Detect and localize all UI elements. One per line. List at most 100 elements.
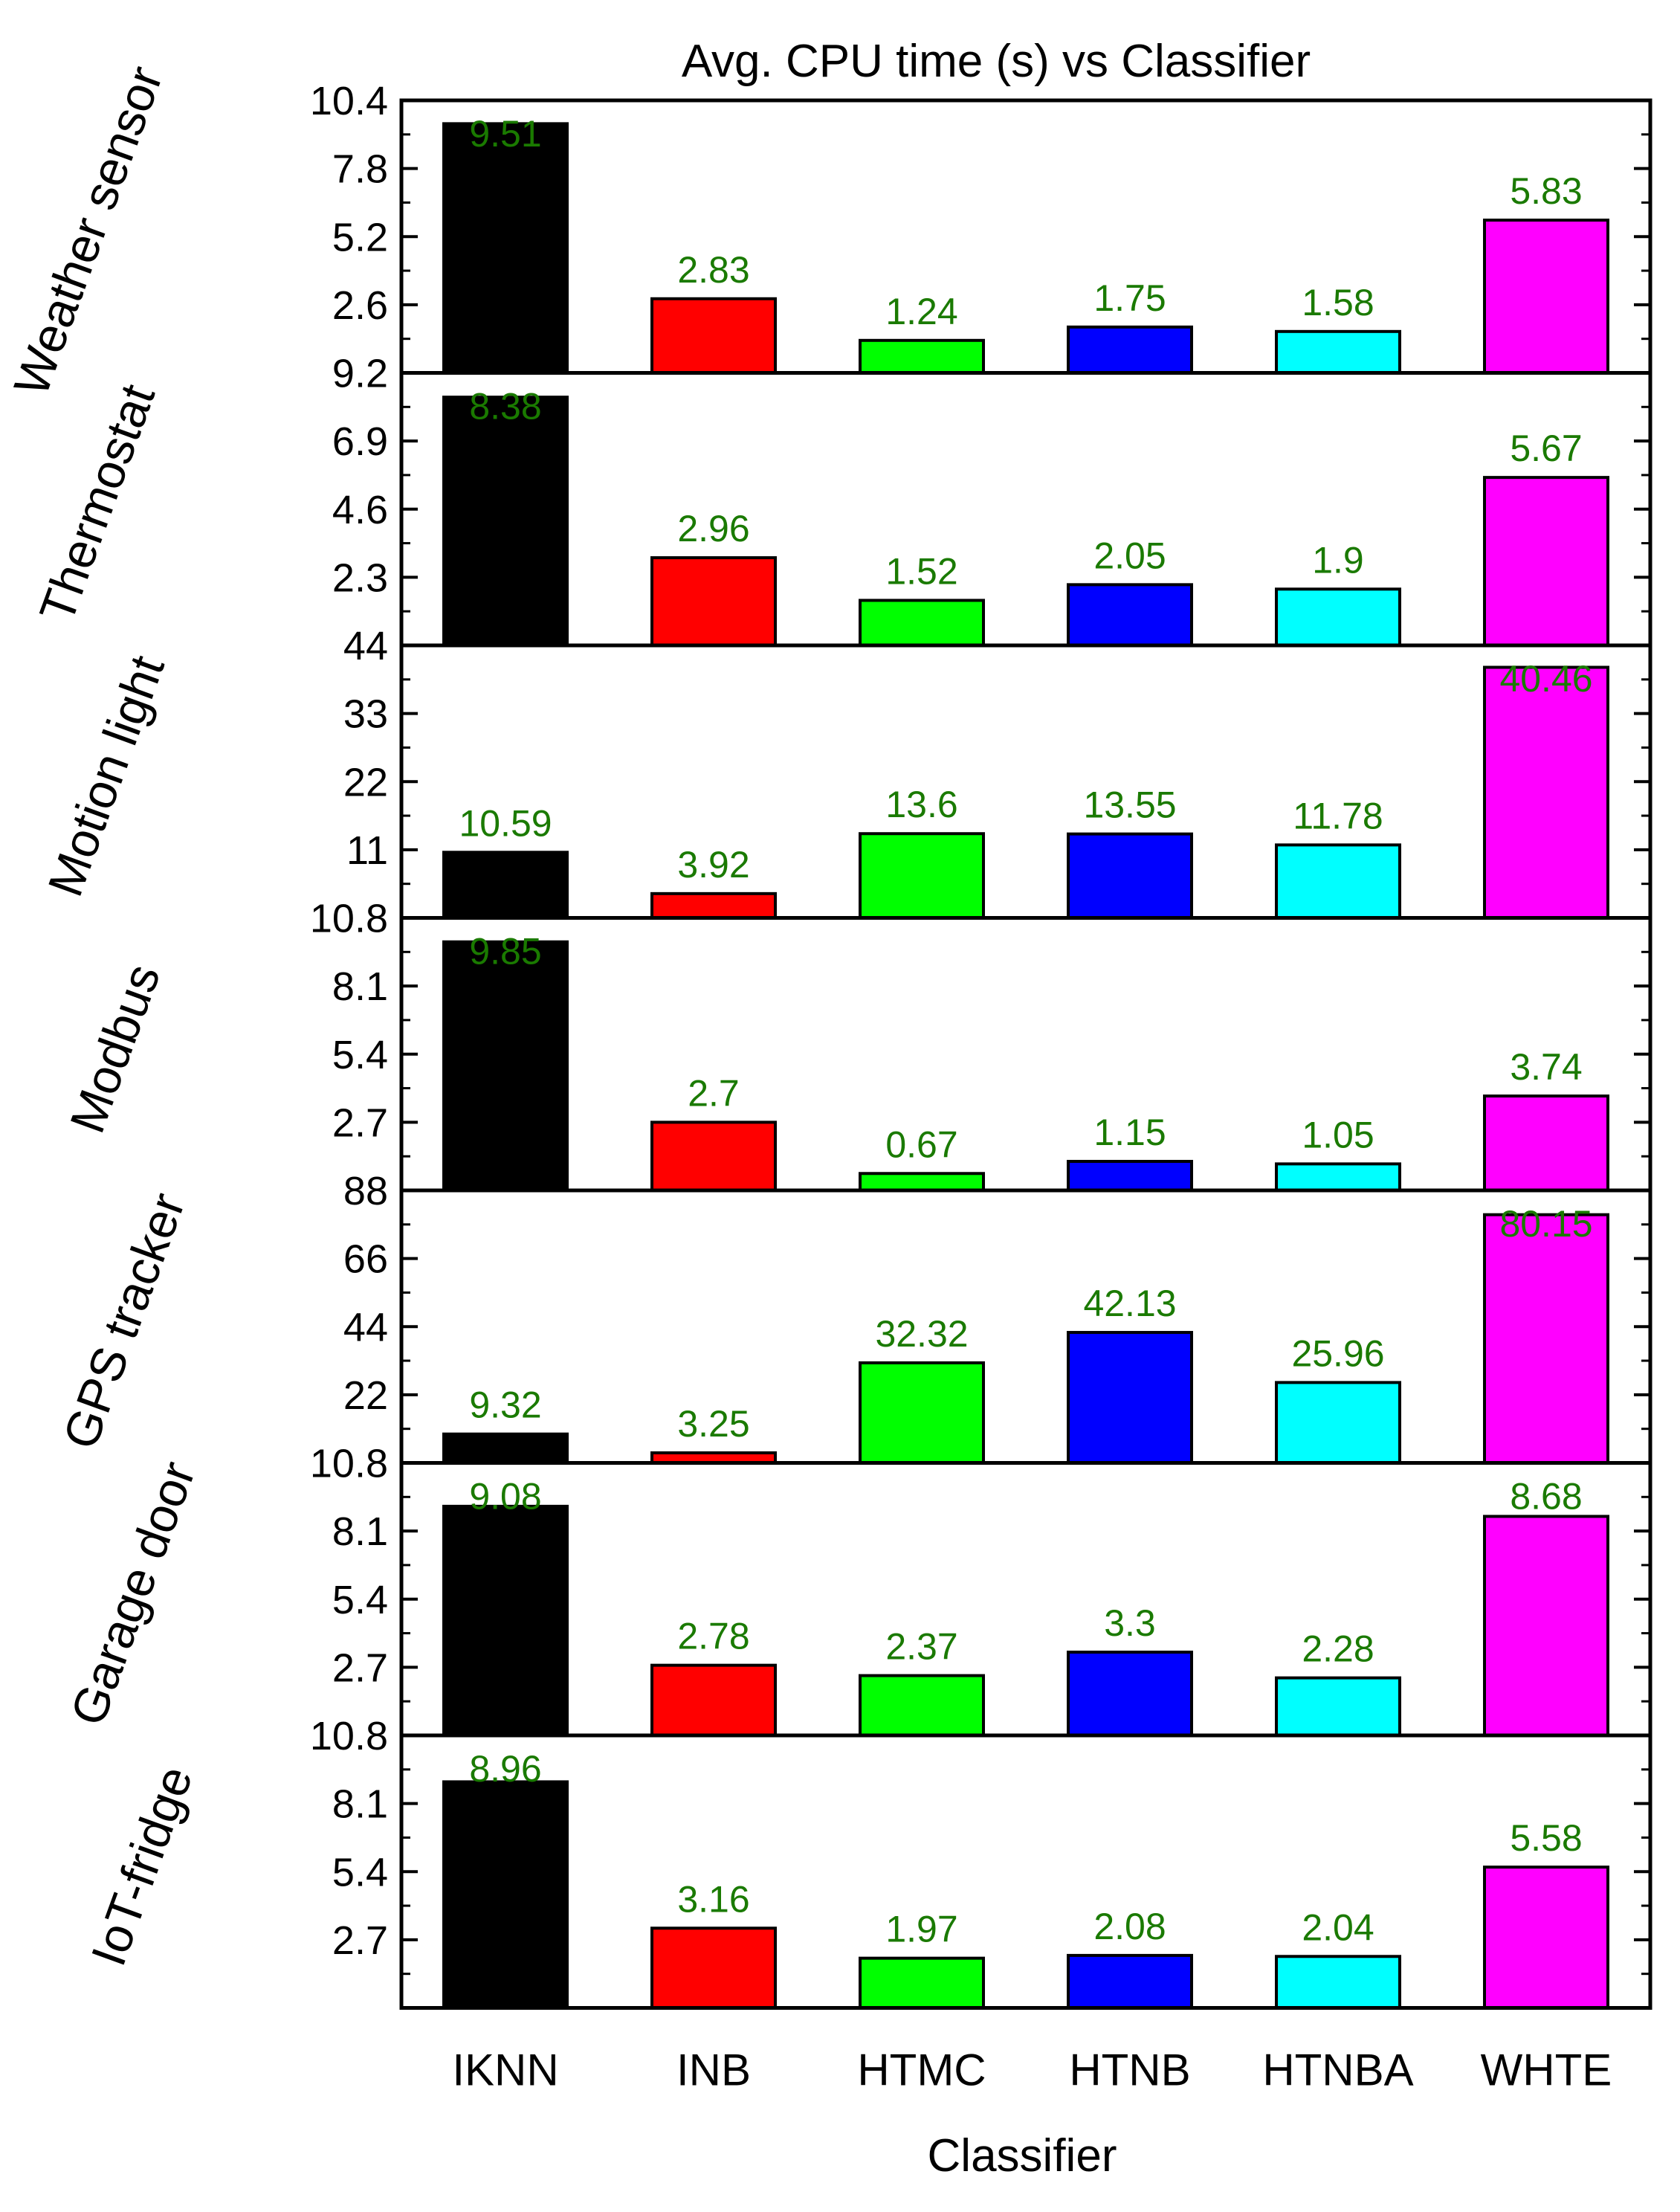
bar-inb bbox=[650, 1926, 777, 2010]
y-tick-label: 9.2 bbox=[332, 352, 388, 396]
bar-htnb bbox=[1067, 1953, 1193, 2010]
bar-iknn bbox=[442, 396, 569, 648]
panel-weather-sensor: 9.51 2.83 1.24 1.75 1.58 5.83 2.6 5.2 7.8 10.4 Wea… bbox=[3, 59, 1652, 402]
bar-htnb bbox=[1067, 1159, 1193, 1192]
y-tick-label: 10.8 bbox=[310, 1442, 388, 1486]
data-label: 2.96 bbox=[677, 508, 749, 549]
data-label: 9.08 bbox=[469, 1476, 541, 1518]
panel-modbus: 9.85 2.7 0.67 1.15 1.05 3.74 2.7 5.4 8.1 10.8 Modb… bbox=[59, 897, 1652, 1193]
y-tick-label: 66 bbox=[343, 1237, 388, 1282]
panel-ylabel: Thermostat bbox=[29, 377, 166, 629]
panel-frame bbox=[399, 371, 1652, 648]
y-tick-label: 6.9 bbox=[332, 419, 388, 464]
bar-htmc bbox=[859, 1674, 985, 1738]
y-tick-label: 11 bbox=[346, 828, 388, 873]
bar-whte bbox=[1483, 665, 1609, 920]
panel-ylabel: GPS tracker bbox=[52, 1186, 195, 1456]
data-label: 0.67 bbox=[885, 1123, 957, 1165]
y-tick-label: 10.8 bbox=[310, 1714, 388, 1758]
bar-whte bbox=[1483, 476, 1609, 647]
y-tick-label: 2.6 bbox=[332, 283, 388, 328]
bar-iknn bbox=[442, 1504, 569, 1737]
bar-iknn bbox=[442, 122, 569, 375]
x-axis-label: Classifier bbox=[928, 2130, 1117, 2182]
panel-frame bbox=[399, 643, 1652, 920]
bar-iknn bbox=[442, 851, 569, 920]
data-label: 1.24 bbox=[885, 291, 957, 332]
data-label: 9.51 bbox=[469, 113, 541, 155]
panel-ylabel: Motion light bbox=[37, 648, 175, 903]
panel-frame bbox=[399, 1188, 1652, 1465]
panel-ylabel: Garage door bbox=[59, 1454, 205, 1732]
bar-htnba bbox=[1275, 587, 1401, 647]
bar-htnb bbox=[1067, 325, 1193, 375]
data-label: 2.7 bbox=[688, 1072, 740, 1114]
y-tick-label: 5.4 bbox=[332, 1578, 388, 1622]
bar-htnba bbox=[1275, 1162, 1401, 1192]
bar-iknn bbox=[442, 1432, 569, 1465]
y-tick-label: 4.6 bbox=[332, 488, 388, 532]
y-tick-label: 5.2 bbox=[332, 215, 388, 259]
data-label: 80.15 bbox=[1499, 1203, 1592, 1245]
bar-inb bbox=[650, 1663, 777, 1737]
y-tick-label: 10.4 bbox=[310, 79, 388, 123]
panel-frame bbox=[399, 1733, 1652, 2010]
y-tick-label: 8.1 bbox=[332, 964, 388, 1009]
y-tick-label: 2.7 bbox=[332, 1918, 388, 1963]
data-label: 3.25 bbox=[677, 1403, 749, 1445]
panel-frame bbox=[399, 98, 1652, 375]
panel-thermostat: 8.38 2.96 1.52 2.05 1.9 5.67 2.3 4.6 6.9 9.2 Therm… bbox=[29, 352, 1652, 648]
data-label: 2.05 bbox=[1093, 535, 1166, 576]
bar-htnba bbox=[1275, 843, 1401, 920]
bar-htnb bbox=[1067, 1651, 1193, 1738]
y-tick-label: 8.1 bbox=[332, 1509, 388, 1554]
y-tick-label: 10.8 bbox=[310, 897, 388, 941]
y-tick-label: 5.4 bbox=[332, 1850, 388, 1895]
x-tick-label-iknn: IKNN bbox=[452, 2045, 558, 2095]
y-tick-label: 2.7 bbox=[332, 1100, 388, 1145]
panel-frame bbox=[399, 916, 1652, 1193]
bar-htnba bbox=[1275, 1381, 1401, 1465]
bar-htnba bbox=[1275, 1676, 1401, 1737]
chart-title: Avg. CPU time (s) vs Classifier bbox=[682, 36, 1311, 87]
data-label: 3.74 bbox=[1510, 1046, 1582, 1088]
y-tick-label: 22 bbox=[343, 760, 388, 804]
data-label: 9.32 bbox=[469, 1384, 541, 1426]
bar-htmc bbox=[859, 1172, 985, 1193]
data-label: 2.04 bbox=[1302, 1906, 1374, 1948]
data-label: 40.46 bbox=[1499, 658, 1592, 700]
panel-garage-door: 9.08 2.78 2.37 3.3 2.28 8.68 2.7 5.4 8.1 10.8 Gara… bbox=[59, 1442, 1652, 1738]
bar-htmc bbox=[859, 338, 985, 375]
panel-frame bbox=[399, 1461, 1652, 1738]
panels: 9.51 2.83 1.24 1.75 1.58 5.83 2.6 5.2 7.8 10.4 Wea… bbox=[3, 59, 1652, 2095]
bar-htmc bbox=[859, 599, 985, 647]
x-tick-label-whte: WHTE bbox=[1481, 2045, 1612, 2095]
y-tick-label: 33 bbox=[343, 692, 388, 737]
data-label: 32.32 bbox=[875, 1313, 968, 1355]
bar-iknn bbox=[442, 940, 569, 1192]
bar-htnb bbox=[1067, 1331, 1193, 1465]
data-label: 2.28 bbox=[1302, 1628, 1374, 1670]
bar-htmc bbox=[859, 1956, 985, 2010]
bar-htmc bbox=[859, 1361, 985, 1465]
bar-whte bbox=[1483, 1094, 1609, 1192]
bar-inb bbox=[650, 1120, 777, 1192]
bar-whte bbox=[1483, 219, 1609, 375]
bar-htnba bbox=[1275, 1955, 1401, 2010]
data-label: 5.58 bbox=[1510, 1817, 1582, 1859]
bar-inb bbox=[650, 297, 777, 375]
y-tick-label: 22 bbox=[343, 1373, 388, 1418]
data-label: 5.83 bbox=[1510, 170, 1582, 212]
data-label: 1.75 bbox=[1093, 277, 1166, 319]
y-tick-label: 2.3 bbox=[332, 555, 388, 600]
y-tick-label: 7.8 bbox=[332, 147, 388, 192]
bar-inb bbox=[650, 891, 777, 920]
data-label: 2.37 bbox=[885, 1626, 957, 1668]
y-tick-label: 2.7 bbox=[332, 1645, 388, 1690]
data-label: 8.38 bbox=[469, 386, 541, 428]
bar-whte bbox=[1483, 1213, 1609, 1465]
x-tick-label-htnb: HTNB bbox=[1069, 2045, 1190, 2095]
data-label: 8.68 bbox=[1510, 1476, 1582, 1518]
data-label: 42.13 bbox=[1083, 1283, 1176, 1324]
